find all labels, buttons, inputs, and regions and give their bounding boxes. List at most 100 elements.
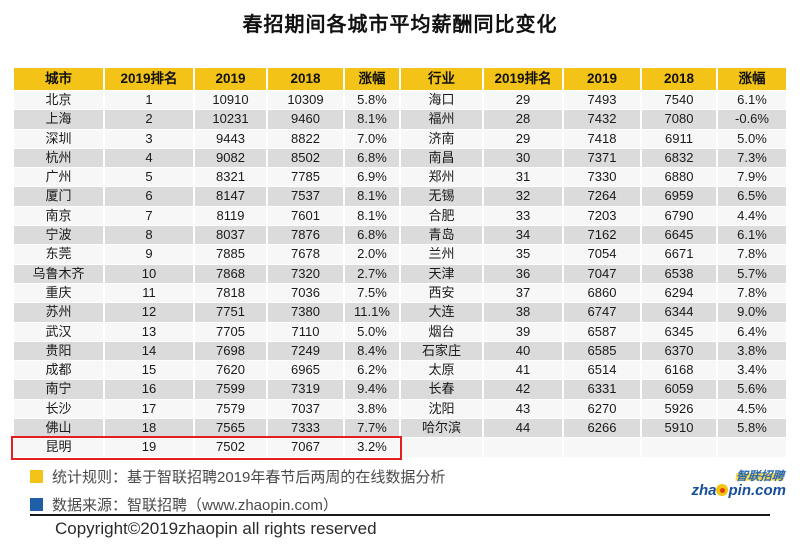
cell-salary-2018: 6959 — [642, 187, 716, 206]
cell-salary-2019: 8119 — [195, 206, 266, 226]
salary-table-container: 城市 2019排名 2019 2018 涨幅 行业 2019排名 2019 2018 涨幅 北京 1 1… — [11, 68, 786, 460]
cell-salary-2018: 10309 — [268, 91, 343, 110]
cell-salary-2019: 7885 — [195, 245, 266, 264]
cell-yoy-change: 8.1% — [345, 187, 399, 206]
cell-city: 哈尔滨 — [401, 419, 482, 438]
cell-rank: 4 — [105, 148, 193, 168]
cell-salary-2018: 8822 — [268, 129, 343, 148]
cell-city: 贵阳 — [14, 341, 103, 361]
cell-salary-2018: 7320 — [268, 264, 343, 283]
cell-yoy-change: 3.4% — [718, 361, 786, 380]
cell-city: 杭州 — [14, 148, 103, 168]
cell-city: 武汉 — [14, 322, 103, 341]
zhaopin-logo: 智联招聘 zha pin.com — [686, 467, 786, 499]
cell-city: 上海 — [14, 110, 103, 129]
cell-salary-2018: 6790 — [642, 206, 716, 226]
cell-salary-2019: 7620 — [195, 361, 266, 380]
cell-salary-2019: 7493 — [564, 91, 640, 110]
cell-salary-2018: 7036 — [268, 283, 343, 303]
cell-salary-2019: 7599 — [195, 380, 266, 399]
cell-city: 深圳 — [14, 129, 103, 148]
cell-salary-2018: 7601 — [268, 206, 343, 226]
cell-rank: 33 — [484, 206, 562, 226]
cell-rank: 29 — [484, 91, 562, 110]
cell-yoy-change: 6.1% — [718, 91, 786, 110]
cell-salary-2019: 7698 — [195, 341, 266, 361]
cell-city: 佛山 — [14, 419, 103, 438]
stat-rule-text: 统计规则：基于智联招聘2019年春节后两周的在线数据分析 — [52, 469, 446, 486]
cell-salary-2019: 7432 — [564, 110, 640, 129]
cell-city: 长春 — [401, 380, 482, 399]
column-header-rank: 2019排名 — [484, 68, 562, 90]
cell-city: 南宁 — [14, 380, 103, 399]
cell-salary-2018: 6370 — [642, 341, 716, 361]
cell-salary-2019: 7371 — [564, 148, 640, 168]
cell-yoy-change: 6.4% — [718, 322, 786, 341]
cell-salary-2018: 7319 — [268, 380, 343, 399]
cell-salary-2019: 7264 — [564, 187, 640, 206]
column-header-salary-2018: 2018 — [268, 68, 343, 90]
cell-salary-2019: 7203 — [564, 206, 640, 226]
cell-rank: 6 — [105, 187, 193, 206]
cell-city: 北京 — [14, 91, 103, 110]
cell-rank: 42 — [484, 380, 562, 399]
cell-rank: 39 — [484, 322, 562, 341]
cell-salary-2019: 6266 — [564, 419, 640, 438]
cell-yoy-change: 8.1% — [345, 206, 399, 226]
cell-rank: 35 — [484, 245, 562, 264]
cell-rank: 9 — [105, 245, 193, 264]
column-header-salary-2019: 2019 — [564, 68, 640, 90]
cell-salary-2018: 5926 — [642, 399, 716, 419]
cell-rank: 36 — [484, 264, 562, 283]
cell-salary-2019: 6270 — [564, 399, 640, 419]
cell-salary-2019: 7054 — [564, 245, 640, 264]
column-header-salary-2019: 2019 — [195, 68, 266, 90]
cell-rank: 34 — [484, 226, 562, 245]
cell-salary-2019: 7418 — [564, 129, 640, 148]
cell-rank: 3 — [105, 129, 193, 148]
cell-city: 青岛 — [401, 226, 482, 245]
cell-yoy-change: 5.8% — [718, 419, 786, 438]
cell-city: 宁波 — [14, 226, 103, 245]
column-header-yoy-change: 涨幅 — [345, 68, 399, 90]
column-header-city: 行业 — [401, 68, 482, 90]
cell-rank: 41 — [484, 361, 562, 380]
column-header-salary-2018: 2018 — [642, 68, 716, 90]
cell-city: 太原 — [401, 361, 482, 380]
cell-yoy-change: 5.0% — [345, 322, 399, 341]
cell-salary-2019: 7330 — [564, 168, 640, 187]
zhaopin-brand-text: 智联招聘 — [735, 467, 785, 484]
cell-rank: 43 — [484, 399, 562, 419]
cell-salary-2018: 6168 — [642, 361, 716, 380]
cell-salary-2019: 10910 — [195, 91, 266, 110]
cell-yoy-change: 3.8% — [345, 399, 399, 419]
cell-city: 乌鲁木齐 — [14, 264, 103, 283]
column-header-yoy-change: 涨幅 — [718, 68, 786, 90]
cell-yoy-change: 6.5% — [718, 187, 786, 206]
cell-salary-2018: 6345 — [642, 322, 716, 341]
cell-salary-2018: 6671 — [642, 245, 716, 264]
cell-salary-2019: 7818 — [195, 283, 266, 303]
legend-line-stat-rule: 统计规则：基于智联招聘2019年春节后两周的在线数据分析 — [30, 466, 445, 487]
cell-yoy-change: 6.9% — [345, 168, 399, 187]
cell-rank: 14 — [105, 341, 193, 361]
cell-yoy-change: 7.8% — [718, 245, 786, 264]
cell-salary-2018: 6645 — [642, 226, 716, 245]
logo-site-prefix: zha — [691, 482, 717, 499]
cell-yoy-change: 8.4% — [345, 341, 399, 361]
cell-city: 长沙 — [14, 399, 103, 419]
cell-city: 沈阳 — [401, 399, 482, 419]
cell-salary-2019: 7868 — [195, 264, 266, 283]
cell-yoy-change: 2.0% — [345, 245, 399, 264]
cell-rank — [484, 438, 562, 457]
cell-city: 苏州 — [14, 303, 103, 322]
legend: 统计规则：基于智联招聘2019年春节后两周的在线数据分析 数据来源：智联招聘（w… — [30, 466, 445, 522]
cell-salary-2018: 7037 — [268, 399, 343, 419]
cell-salary-2018: 6880 — [642, 168, 716, 187]
cell-yoy-change: 9.0% — [718, 303, 786, 322]
cell-salary-2018: 9460 — [268, 110, 343, 129]
cell-salary-2019: 7162 — [564, 226, 640, 245]
cell-yoy-change: 6.8% — [345, 226, 399, 245]
cell-yoy-change: 7.9% — [718, 168, 786, 187]
cell-salary-2018: 6911 — [642, 129, 716, 148]
